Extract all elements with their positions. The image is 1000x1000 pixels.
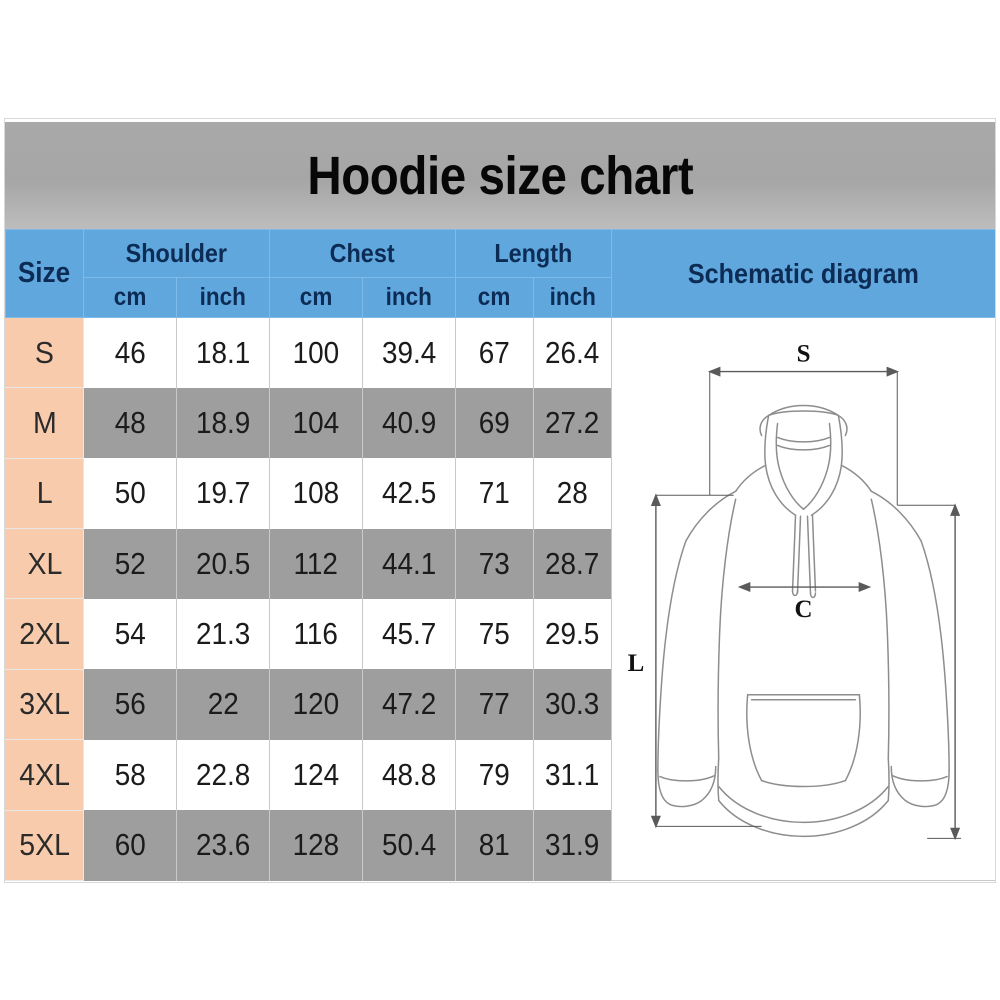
size-label: S <box>5 316 84 389</box>
cell-length-inch: 31.1 <box>533 739 613 811</box>
size-label: L <box>5 457 84 530</box>
cell-length-cm: 73 <box>455 528 535 599</box>
diagram-label-chest: C <box>795 596 813 623</box>
column-header-size: Size <box>5 229 84 318</box>
cell-length-inch: 28.7 <box>533 528 613 599</box>
cell-length-inch: 27.2 <box>533 387 613 459</box>
cell-shoulder-inch: 19.7 <box>175 458 271 529</box>
cell-shoulder-cm: 58 <box>83 739 177 811</box>
cell-chest-inch: 40.9 <box>362 387 457 459</box>
table-row: 3XL 56 22 120 47.2 77 30.3 <box>5 668 996 741</box>
cell-shoulder-inch: 21.3 <box>175 598 271 670</box>
cell-chest-inch: 44.1 <box>362 528 457 599</box>
size-label: XL <box>5 528 84 600</box>
hoodie-diagram-icon: S C L <box>628 341 962 841</box>
cell-length-inch: 29.5 <box>533 598 613 670</box>
cell-chest-inch: 42.5 <box>362 458 457 529</box>
unit-header-chest-cm: cm <box>269 277 364 318</box>
column-header-shoulder: Shoulder <box>82 229 271 278</box>
cell-chest-cm: 108 <box>269 458 364 529</box>
cell-length-cm: 71 <box>455 458 535 529</box>
cell-shoulder-inch: 22.8 <box>175 739 271 811</box>
table-body: S 46 18.1 100 39.4 67 26.4 <box>5 316 996 882</box>
cell-shoulder-inch: 23.6 <box>175 810 271 881</box>
cell-length-inch: 26.4 <box>533 317 613 388</box>
cell-shoulder-cm: 50 <box>83 458 177 529</box>
size-table-container: Size Shoulder Chest Length Schematic dia <box>5 229 996 882</box>
schematic-diagram: S C L <box>611 317 995 881</box>
header-row-groups: Size Shoulder Chest Length Schematic dia <box>5 229 995 318</box>
table-row: S 46 18.1 100 39.4 67 26.4 <box>5 316 995 881</box>
diagram-label-length: L <box>628 650 645 677</box>
page-title: Hoodie size chart <box>307 145 693 206</box>
table-row: 4XL 58 22.8 124 48.8 79 31.1 <box>5 739 996 811</box>
cell-shoulder-cm: 46 <box>83 317 177 388</box>
unit-header-shoulder-inch: inch <box>175 277 271 318</box>
title-banner: Hoodie size chart <box>5 122 995 229</box>
cell-chest-cm: 112 <box>269 528 364 599</box>
unit-header-length-inch: inch <box>533 277 613 318</box>
size-label: M <box>5 387 84 459</box>
table-row: L 50 19.7 108 42.5 71 28 <box>5 457 996 530</box>
cell-chest-inch: 47.2 <box>362 669 457 740</box>
cell-length-cm: 77 <box>455 669 535 740</box>
cell-shoulder-cm: 56 <box>83 669 177 740</box>
table-row: M 48 18.9 104 40.9 69 27.2 <box>5 387 996 459</box>
table-row: XL 52 20.5 112 44.1 73 28.7 <box>5 528 996 600</box>
cell-length-inch: 28 <box>533 458 613 529</box>
cell-chest-cm: 104 <box>269 387 364 459</box>
cell-length-cm: 67 <box>455 317 535 388</box>
table-row: 2XL 54 21.3 116 45.7 75 29.5 <box>5 598 996 670</box>
cell-chest-cm: 128 <box>269 810 364 881</box>
cell-chest-inch: 50.4 <box>362 810 457 881</box>
cell-chest-inch: 45.7 <box>362 598 457 670</box>
cell-length-inch: 31.9 <box>533 810 613 881</box>
cell-length-cm: 79 <box>455 739 535 811</box>
cell-shoulder-cm: 52 <box>83 528 177 599</box>
cell-shoulder-inch: 18.9 <box>175 387 271 459</box>
size-table: Size Shoulder Chest Length Schematic dia <box>5 229 996 882</box>
diagram-label-shoulder: S <box>797 341 811 368</box>
unit-header-chest-inch: inch <box>362 277 457 318</box>
cell-shoulder-cm: 54 <box>83 598 177 670</box>
column-header-length: Length <box>455 229 613 278</box>
cell-shoulder-cm: 48 <box>83 387 177 459</box>
cell-shoulder-cm: 60 <box>83 810 177 881</box>
table-header: Size Shoulder Chest Length Schematic dia <box>5 229 996 318</box>
cell-chest-cm: 100 <box>269 317 364 388</box>
column-header-schematic: Schematic diagram <box>611 229 995 318</box>
cell-chest-cm: 116 <box>269 598 364 670</box>
cell-length-cm: 81 <box>455 810 535 881</box>
cell-length-cm: 75 <box>455 598 535 670</box>
column-header-chest: Chest <box>269 229 457 278</box>
cell-chest-cm: 120 <box>269 669 364 740</box>
cell-length-inch: 30.3 <box>533 669 613 740</box>
unit-header-shoulder-cm: cm <box>83 277 177 318</box>
cell-shoulder-inch: 20.5 <box>175 528 271 599</box>
size-label: 2XL <box>5 598 84 670</box>
cell-chest-inch: 39.4 <box>362 317 457 388</box>
size-label: 5XL <box>5 809 84 882</box>
cell-shoulder-inch: 22 <box>175 669 271 740</box>
unit-header-length-cm: cm <box>455 277 535 318</box>
table-row: 5XL 60 23.6 128 50.4 81 31.9 <box>5 809 996 882</box>
cell-chest-cm: 124 <box>269 739 364 811</box>
header-row-units: cm inch cm inch cm <box>6 277 996 318</box>
cell-length-cm: 69 <box>455 387 535 459</box>
size-label: 3XL <box>5 668 84 741</box>
size-chart-card: Hoodie size chart Size <box>4 118 996 883</box>
size-label: 4XL <box>5 739 84 811</box>
cell-chest-inch: 48.8 <box>362 739 457 811</box>
cell-shoulder-inch: 18.1 <box>175 317 271 388</box>
